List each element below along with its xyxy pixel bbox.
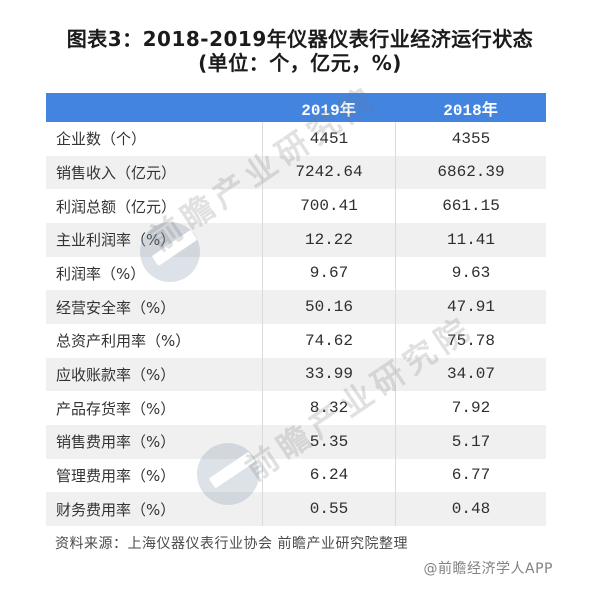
row-label: 产品存货率（%） [56,399,176,418]
row-label: 管理费用率（%） [56,466,176,485]
row-value-2018: 34.07 [395,357,546,392]
table-row: 销售收入（亿元） 7242.64 6862.39 [46,155,546,190]
row-value-2019: 7242.64 [262,155,395,190]
row-label: 销售费用率（%） [56,433,176,452]
table-row: 总资产利用率（%） 74.62 75.78 [46,323,546,358]
row-value-2018: 5.17 [395,424,546,459]
row-value-2019: 5.35 [262,424,395,459]
source-note: 资料来源：上海仪器仪表行业协会 前瞻产业研究院整理 [55,536,408,552]
row-label: 总资产利用率（%） [56,332,191,351]
row-label: 应收账款率（%） [56,365,176,384]
row-value-2019: 50.16 [262,290,395,324]
row-value-2019: 9.67 [262,256,395,291]
row-value-2018: 75.78 [395,323,546,358]
row-label: 财务费用率（%） [56,500,176,519]
row-value-2018: 0.48 [395,492,546,526]
row-label: 主业利润率（%） [56,231,176,250]
table-row: 应收账款率（%） 33.99 34.07 [46,357,546,392]
table-row: 销售费用率（%） 5.35 5.17 [46,424,546,459]
row-label: 利润总额（亿元） [56,197,177,216]
table-row: 主业利润率（%） 12.22 11.41 [46,222,546,257]
row-value-2018: 47.91 [395,290,546,324]
row-value-2018: 7.92 [395,391,546,425]
row-label: 销售收入（亿元） [56,163,177,182]
row-label: 经营安全率（%） [56,298,176,317]
figure-title: 图表3：2018-2019年仪器仪表行业经济运行状态 (单位：个，亿元，%) [0,27,600,76]
table-row: 经营安全率（%） 50.16 47.91 [46,290,546,324]
table-row: 利润率（%） 9.67 9.63 [46,256,546,291]
row-value-2019: 0.55 [262,492,395,526]
row-value-2018: 9.63 [395,256,546,291]
figure-title-line1: 图表3：2018-2019年仪器仪表行业经济运行状态 [66,27,534,51]
row-value-2018: 6.77 [395,458,546,493]
row-value-2018: 661.15 [395,189,546,223]
table-row: 产品存货率（%） 8.32 7.92 [46,391,546,425]
table-header-row: 2019年 2018年 [46,93,546,122]
row-label: 企业数（个） [56,130,147,149]
row-value-2018: 11.41 [395,222,546,257]
table-row: 管理费用率（%） 6.24 6.77 [46,458,546,493]
row-label: 利润率（%） [56,264,146,283]
row-value-2019: 4451 [262,122,395,156]
table-body: 企业数（个） 4451 4355 销售收入（亿元） 7242.64 6862.39 利润总额… [46,122,546,526]
table-row: 企业数（个） 4451 4355 [46,122,546,156]
row-value-2018: 6862.39 [395,155,546,190]
row-value-2019: 12.22 [262,222,395,257]
credit-handle: @前瞻经济学人APP [423,561,553,577]
row-value-2019: 33.99 [262,357,395,392]
row-value-2019: 8.32 [262,391,395,425]
row-value-2019: 700.41 [262,189,395,223]
table-row: 利润总额（亿元） 700.41 661.15 [46,189,546,223]
figure-title-line2: (单位：个，亿元，%) [198,51,402,76]
row-value-2019: 6.24 [262,458,395,493]
header-cell-2019: 2019年 [301,101,356,120]
data-table: 2019年 2018年 企业数（个） 4451 4355 销售收入（亿元） 7242.6… [46,93,546,526]
table-row: 财务费用率（%） 0.55 0.48 [46,492,546,526]
row-value-2018: 4355 [395,122,546,156]
header-cell-2018: 2018年 [443,101,498,120]
row-value-2019: 74.62 [262,323,395,358]
